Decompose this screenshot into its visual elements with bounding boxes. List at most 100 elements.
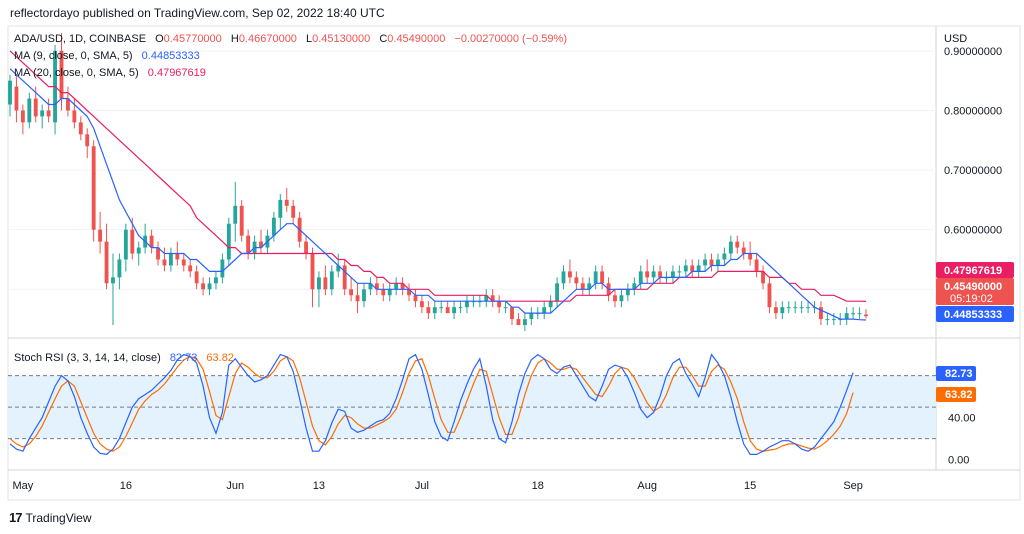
ma-fast-tag-text: 0.44853333: [944, 309, 1002, 321]
candle-down: [748, 253, 753, 260]
candle-down: [91, 146, 96, 230]
candle-up: [522, 319, 527, 326]
legend-open-value: 0.45770000: [164, 33, 222, 45]
candle-up: [136, 247, 141, 254]
ma-slow-tag-text: 0.47967619: [944, 265, 1002, 277]
legend-close-value: 0.45490000: [387, 33, 445, 45]
candle-up: [452, 307, 457, 314]
ma-fast-label: MA (9, close, 0, SMA, 5): [14, 50, 133, 62]
candle-down: [181, 259, 186, 266]
candle-down: [162, 259, 167, 266]
candle-down: [490, 295, 495, 302]
candle-up: [214, 277, 218, 284]
currency-label: USD: [944, 33, 967, 45]
candle-up: [696, 265, 701, 272]
close-price-tag-bg: [936, 278, 1014, 305]
stoch-tick-label: 0.00: [948, 455, 969, 467]
legend-symbol-line: ADA/USD, 1D, COINBASE O0.45770000 H0.466…: [14, 33, 567, 45]
candle-down: [690, 265, 695, 272]
candle-up: [703, 259, 708, 266]
stoch-d-tag: 63.82: [936, 387, 976, 402]
candle-down: [574, 277, 579, 284]
candle-up: [799, 307, 804, 309]
publisher-line: reflectordayo published on TradingView.c…: [10, 6, 385, 20]
price-gridlines: [8, 50, 936, 290]
candle-down: [46, 110, 51, 117]
stoch-k-line: [9, 353, 854, 456]
chart-frame: [7, 25, 1021, 501]
candle-down: [767, 283, 772, 308]
candle-up: [439, 307, 444, 309]
candle-down: [65, 98, 70, 111]
time-tick-label: 13: [313, 480, 325, 492]
candle-down: [33, 98, 38, 117]
candle-up: [111, 277, 115, 284]
candle-down: [20, 110, 25, 123]
time-axis-ticks: May 16 Jun 13 Jul 18 Aug 15 Sep: [12, 480, 862, 492]
candle-up: [484, 295, 489, 302]
candle-up: [619, 295, 624, 302]
legend-high-value: 0.46670000: [239, 33, 297, 45]
candle-down: [445, 307, 450, 314]
stoch-label: Stoch RSI (3, 3, 14, 14, close): [14, 352, 161, 364]
candle-down: [284, 199, 289, 206]
ma-slow-tag-bg: [936, 262, 1014, 278]
tradingview-brand: TradingView: [25, 510, 92, 525]
candle-down: [735, 241, 740, 248]
stoch-k-tag-bg: [936, 366, 976, 381]
stoch-k-tag-text: 82.73: [945, 368, 973, 380]
close-price-tag: 0.45490000 05:19:02: [936, 278, 1014, 305]
candle-down: [188, 265, 193, 272]
legend-symbol: ADA/USD, 1D, COINBASE: [14, 33, 146, 45]
candle-down: [130, 229, 135, 254]
candle-up: [458, 307, 463, 309]
time-tick-label: Jul: [415, 480, 429, 492]
tradingview-logo[interactable]: 17 TradingView: [9, 510, 92, 525]
time-tick-label: 16: [120, 480, 132, 492]
time-tick-label: May: [12, 480, 33, 492]
candle-down: [349, 289, 354, 296]
candle-up: [651, 271, 656, 278]
price-tick-label: 0.70000000: [944, 165, 1002, 177]
candle-down: [194, 271, 199, 284]
time-tick-label: 18: [532, 480, 544, 492]
candle-down: [374, 283, 379, 290]
candle-up: [593, 271, 598, 284]
legend-close-key: C: [379, 33, 387, 45]
candle-down: [645, 271, 650, 278]
stoch-d-line: [9, 355, 854, 452]
candle-up: [233, 205, 238, 224]
candle-down: [355, 295, 360, 302]
time-tick-label: Jun: [226, 480, 244, 492]
legend-change: −0.00270000 (−0.59%): [454, 33, 567, 45]
candle-up: [465, 301, 469, 308]
candle-up: [123, 229, 128, 260]
candle-down: [864, 314, 868, 317]
legend-ma-slow: MA (20, close, 0, SMA, 5) 0.47967619: [14, 67, 206, 79]
candle-down: [259, 241, 263, 248]
stoch-rsi-lines: [9, 353, 854, 456]
candle-down: [323, 277, 328, 290]
legend-open-key: O: [155, 33, 164, 45]
candle-up: [368, 283, 373, 290]
stoch-d-tag-bg: [936, 387, 976, 402]
candle-up: [670, 271, 675, 278]
candle-up: [806, 307, 811, 309]
candle-down: [613, 295, 617, 302]
candle-up: [786, 307, 791, 309]
candle-down: [239, 205, 244, 236]
stoch-d-value: 63.82: [206, 352, 234, 364]
candle-down: [304, 241, 308, 254]
stoch-tick-label: 40.00: [948, 413, 976, 425]
candle-down: [246, 235, 251, 254]
candle-up: [716, 259, 720, 266]
candle-up: [722, 253, 727, 260]
candle-up: [329, 271, 334, 290]
candle-down: [497, 301, 502, 308]
candle-down: [59, 50, 64, 99]
ma-slow-label: MA (20, close, 0, SMA, 5): [14, 67, 139, 79]
candle-up: [683, 265, 688, 272]
candle-up: [793, 307, 798, 309]
candle-up: [542, 307, 547, 314]
